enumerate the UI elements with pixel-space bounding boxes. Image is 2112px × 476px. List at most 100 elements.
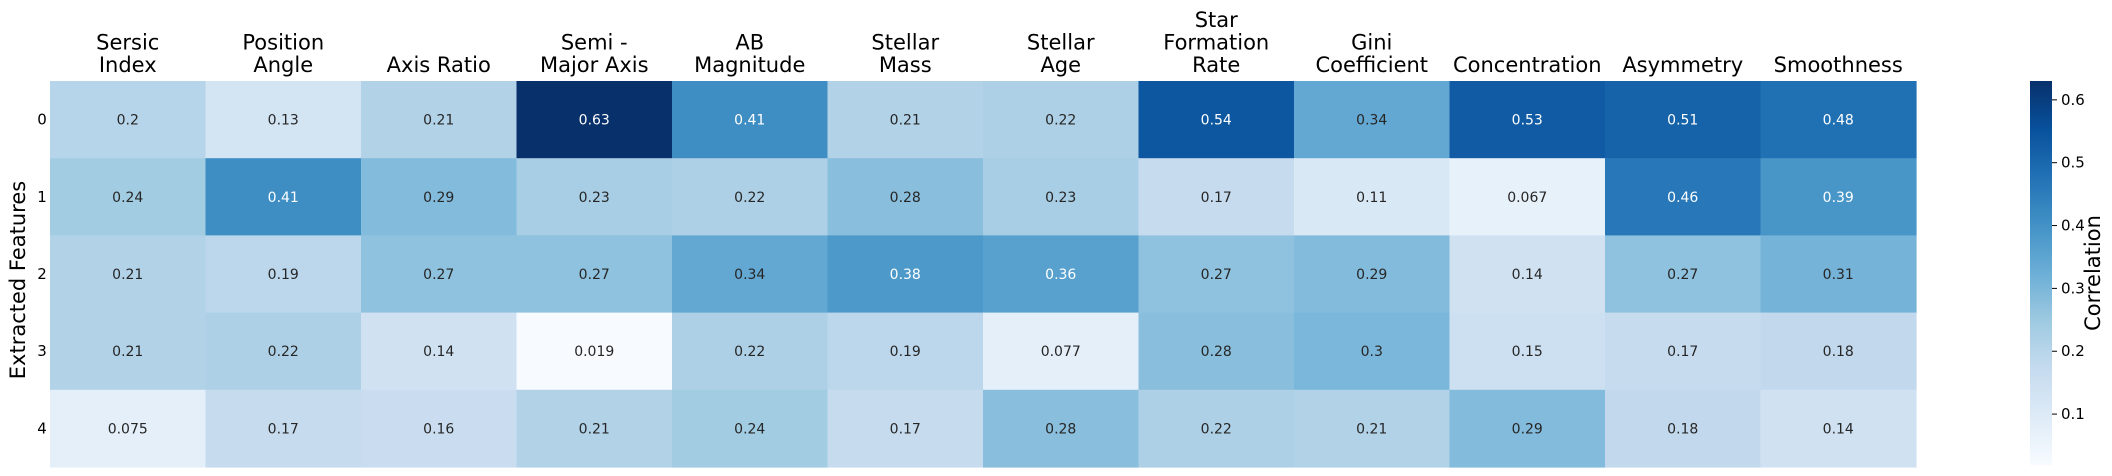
cell-value-label: 0.11	[1356, 190, 1387, 206]
heatmap-cell	[672, 312, 829, 391]
cell-value-label: 0.15	[1512, 344, 1543, 360]
cell-value-label: 0.23	[579, 190, 610, 206]
cell-value-label: 0.34	[1356, 113, 1387, 129]
cell-value-label: 0.53	[1512, 113, 1543, 129]
heatmap-cell	[672, 235, 829, 314]
heatmap-cell	[672, 389, 829, 468]
column-label: Axis Ratio	[387, 53, 491, 77]
column-label: Star Formation Rate	[1163, 8, 1269, 77]
cell-value-label: 0.13	[268, 113, 299, 129]
cell-value-label: 0.077	[1041, 344, 1081, 360]
cell-value-label: 0.27	[423, 267, 454, 283]
row-label: 2	[37, 265, 47, 283]
heatmap-cell	[1605, 389, 1762, 468]
heatmap-cell	[1449, 389, 1606, 468]
cell-value-label: 0.22	[268, 344, 299, 360]
cell-value-label: 0.16	[423, 421, 454, 437]
heatmap-cell	[361, 235, 518, 314]
heatmap-cell	[1138, 235, 1295, 314]
cell-value-label: 0.36	[1045, 267, 1076, 283]
heatmap-cell	[205, 81, 362, 159]
cell-value-label: 0.22	[1045, 113, 1076, 129]
colorbar-gradient	[2030, 81, 2052, 465]
cell-value-label: 0.29	[1512, 421, 1543, 437]
cell-value-label: 0.19	[268, 267, 299, 283]
heatmap-cell	[361, 389, 518, 468]
column-label: Sersic Index	[96, 31, 159, 78]
row-label: 3	[37, 342, 47, 360]
cell-value-label: 0.019	[574, 344, 614, 360]
heatmap-cell	[50, 158, 207, 236]
cell-value-label: 0.18	[1667, 421, 1698, 437]
heatmap-cell	[50, 312, 207, 391]
column-label: Concentration	[1453, 53, 1602, 77]
cell-value-label: 0.21	[112, 267, 143, 283]
heatmap-cell	[1449, 81, 1606, 159]
heatmap-cell	[50, 235, 207, 314]
colorbar-tick-label: 0.5	[2061, 154, 2085, 172]
column-label: Asymmetry	[1622, 53, 1743, 77]
cell-value-label: 0.24	[734, 421, 765, 437]
heatmap-cell	[1760, 81, 1917, 159]
heatmap-cell	[361, 81, 518, 159]
row-labels: 0 1 2 3 4	[37, 111, 47, 438]
heatmap-cell	[827, 158, 984, 236]
column-labels: Sersic Index Position Angle Axis Ratio Semi -…	[96, 8, 1903, 77]
cell-value-label: 0.41	[734, 113, 765, 129]
cell-value-label: 0.22	[1201, 421, 1232, 437]
heatmap-cell	[827, 235, 984, 314]
heatmap-cell	[516, 389, 673, 468]
cell-value-label: 0.17	[890, 421, 921, 437]
heatmap-cell	[1605, 235, 1762, 314]
column-label: Position Angle	[242, 31, 324, 78]
cell-value-label: 0.28	[890, 190, 921, 206]
heatmap-cell	[205, 235, 362, 314]
column-label: Stellar Age	[1027, 31, 1095, 78]
heatmap-cell	[827, 389, 984, 468]
cell-value-label: 0.21	[890, 113, 921, 129]
heatmap-cell	[983, 81, 1140, 159]
heatmap-cell	[983, 158, 1140, 236]
cell-value-label: 0.17	[1201, 190, 1232, 206]
column-label: AB Magnitude	[694, 31, 805, 78]
y-axis-label: Extracted Features	[6, 181, 30, 379]
heatmap-cell	[361, 312, 518, 391]
cell-value-label: 0.21	[579, 421, 610, 437]
row-label: 4	[37, 419, 47, 437]
heatmap-cell	[827, 312, 984, 391]
heatmap-cell	[983, 312, 1140, 391]
cell-value-label: 0.34	[734, 267, 765, 283]
cell-value-label: 0.46	[1667, 190, 1698, 206]
cell-value-label: 0.31	[1823, 267, 1854, 283]
heatmap-cell	[205, 312, 362, 391]
column-label: Semi -Major Axis	[540, 31, 649, 78]
row-label: 1	[37, 188, 47, 206]
heatmap-cell	[1605, 158, 1762, 236]
cell-value-label: 0.21	[112, 344, 143, 360]
cell-value-label: 0.29	[423, 190, 454, 206]
colorbar-tick-label: 0.1	[2061, 405, 2085, 423]
heatmap-cell	[1760, 389, 1917, 468]
cell-value-label: 0.27	[1201, 267, 1232, 283]
cell-value-label: 0.24	[112, 190, 143, 206]
colorbar-ticks: 0.1 0.2 0.3 0.4 0.5 0.6	[2052, 91, 2085, 423]
heatmap-cell	[1294, 158, 1451, 236]
cell-value-label: 0.22	[734, 190, 765, 206]
cell-value-label: 0.19	[890, 344, 921, 360]
cell-value-label: 0.41	[268, 190, 299, 206]
cell-value-label: 0.21	[423, 113, 454, 129]
cell-value-label: 0.51	[1667, 113, 1698, 129]
heatmap-cell	[1138, 312, 1295, 391]
heatmap-cell	[983, 235, 1140, 314]
heatmap-cells: 0.2 0.13 0.21 0.63 0.41 0.21 0.22 0.54 0.34 0.53 0…	[50, 81, 1917, 468]
heatmap-cell	[672, 158, 829, 236]
cell-value-label: 0.17	[268, 421, 299, 437]
heatmap-cell	[1294, 389, 1451, 468]
heatmap-cell	[205, 389, 362, 468]
heatmap-cell	[1605, 81, 1762, 159]
heatmap-cell	[1449, 235, 1606, 314]
heatmap-cell	[1138, 389, 1295, 468]
cell-value-label: 0.27	[579, 267, 610, 283]
cell-value-label: 0.21	[1356, 421, 1387, 437]
